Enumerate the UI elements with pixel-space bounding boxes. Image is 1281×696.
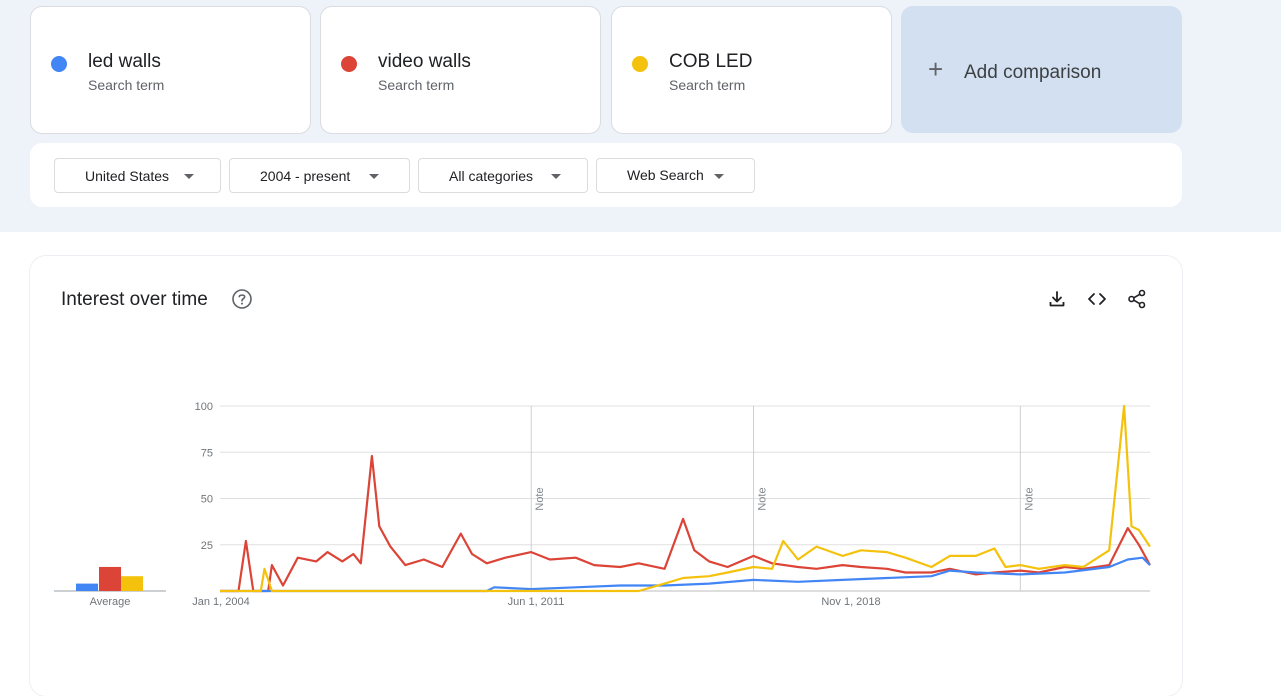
plus-icon: + xyxy=(928,54,944,84)
term-name: COB LED xyxy=(669,51,753,72)
time-range-dropdown[interactable]: 2004 - present xyxy=(229,158,410,193)
y-tick-label: 25 xyxy=(201,540,213,552)
y-tick-label: 100 xyxy=(195,401,213,413)
add-comparison-button[interactable]: + Add comparison xyxy=(901,6,1182,133)
y-tick-label: 75 xyxy=(201,447,213,459)
term-card-led-walls[interactable]: led walls Search term xyxy=(30,6,311,134)
caret-down-icon xyxy=(184,174,194,179)
term-type: Search term xyxy=(88,77,165,93)
category-value: All categories xyxy=(449,168,534,184)
note-label: Note xyxy=(534,487,546,510)
download-icon[interactable] xyxy=(1046,288,1068,310)
interest-over-time-chart: 100 75 50 25 Note Note Note Jan 1, 2004 Jun 1, 2… xyxy=(54,401,1151,608)
series-line-cob-led xyxy=(220,404,1151,593)
series-color-dot xyxy=(341,56,357,72)
region-value: United States xyxy=(85,168,170,184)
term-card-cob-led[interactable]: COB LED Search term xyxy=(611,6,892,134)
average-bar xyxy=(99,566,121,591)
share-icon[interactable] xyxy=(1126,288,1148,310)
caret-down-icon xyxy=(551,174,561,179)
term-type: Search term xyxy=(378,77,455,93)
average-bar xyxy=(76,583,98,591)
category-dropdown[interactable]: All categories xyxy=(418,158,588,193)
chart-title: Interest over time xyxy=(61,289,208,310)
caret-down-icon xyxy=(714,174,724,179)
time-range-value: 2004 - present xyxy=(260,168,351,184)
caret-down-icon xyxy=(369,174,379,179)
region-dropdown[interactable]: United States xyxy=(54,158,221,193)
x-tick-label: Nov 1, 2018 xyxy=(821,596,880,608)
interest-over-time-card: Interest over time xyxy=(30,256,1182,696)
search-type-dropdown[interactable]: Web Search xyxy=(596,158,755,193)
average-label: Average xyxy=(90,596,131,608)
series-line-video-walls xyxy=(220,454,1151,593)
help-circle-icon[interactable] xyxy=(231,288,253,310)
term-name: video walls xyxy=(378,51,471,72)
add-comparison-label: Add comparison xyxy=(964,62,1102,83)
note-label: Note xyxy=(757,487,769,510)
series-line-led-walls xyxy=(220,556,1151,593)
series-color-dot xyxy=(51,56,67,72)
series-color-dot xyxy=(632,56,648,72)
term-name: led walls xyxy=(88,51,161,72)
x-tick-label: Jan 1, 2004 xyxy=(192,596,250,608)
y-tick-label: 50 xyxy=(201,494,213,506)
term-card-video-walls[interactable]: video walls Search term xyxy=(320,6,601,134)
x-tick-label: Jun 1, 2011 xyxy=(508,596,565,608)
average-bar xyxy=(121,576,143,591)
term-type: Search term xyxy=(669,77,746,93)
search-type-value: Web Search xyxy=(627,167,704,183)
embed-code-icon[interactable] xyxy=(1086,288,1108,310)
note-label: Note xyxy=(1023,487,1035,510)
filter-bar: United States 2004 - present All categor… xyxy=(30,143,1182,207)
